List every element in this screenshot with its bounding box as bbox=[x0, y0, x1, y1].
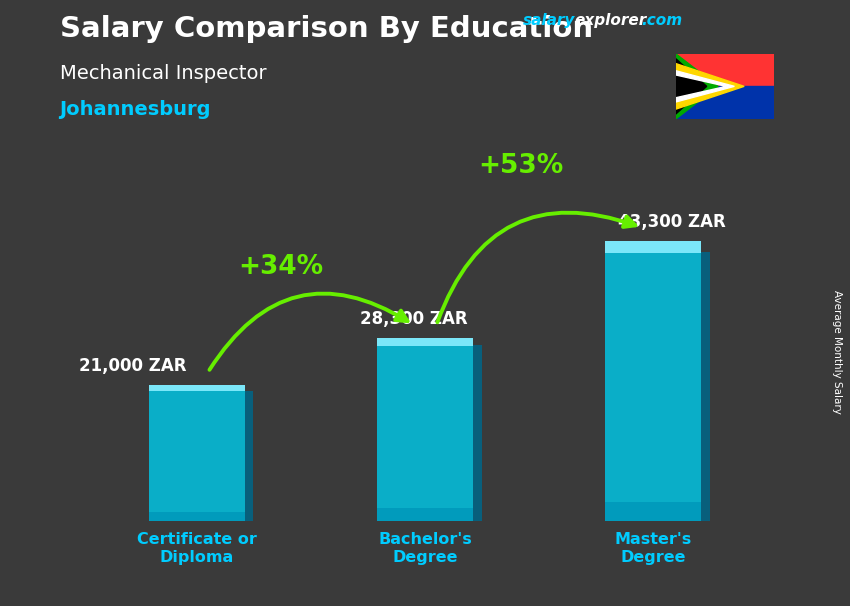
Text: Average Monthly Salary: Average Monthly Salary bbox=[832, 290, 842, 413]
Polygon shape bbox=[676, 64, 744, 109]
FancyBboxPatch shape bbox=[149, 385, 245, 521]
FancyBboxPatch shape bbox=[149, 385, 245, 391]
Polygon shape bbox=[676, 71, 734, 102]
FancyBboxPatch shape bbox=[605, 241, 701, 253]
Text: Johannesburg: Johannesburg bbox=[60, 100, 211, 119]
Bar bbox=[676, 54, 774, 87]
FancyBboxPatch shape bbox=[377, 338, 473, 521]
FancyBboxPatch shape bbox=[245, 390, 253, 521]
FancyBboxPatch shape bbox=[149, 511, 245, 521]
Text: +34%: +34% bbox=[239, 253, 324, 279]
FancyBboxPatch shape bbox=[377, 338, 473, 346]
FancyBboxPatch shape bbox=[605, 502, 701, 521]
Polygon shape bbox=[676, 59, 706, 114]
Text: .com: .com bbox=[641, 13, 682, 28]
FancyBboxPatch shape bbox=[377, 508, 473, 521]
FancyBboxPatch shape bbox=[701, 252, 710, 521]
Text: +53%: +53% bbox=[479, 153, 564, 179]
Text: explorer: explorer bbox=[575, 13, 647, 28]
Text: salary: salary bbox=[523, 13, 575, 28]
Text: 43,300 ZAR: 43,300 ZAR bbox=[618, 213, 726, 231]
FancyBboxPatch shape bbox=[473, 345, 482, 521]
Bar bbox=[676, 87, 774, 119]
Polygon shape bbox=[676, 54, 718, 119]
Text: 28,300 ZAR: 28,300 ZAR bbox=[360, 310, 468, 328]
Text: Mechanical Inspector: Mechanical Inspector bbox=[60, 64, 266, 82]
FancyBboxPatch shape bbox=[605, 241, 701, 521]
Text: Salary Comparison By Education: Salary Comparison By Education bbox=[60, 15, 592, 43]
Text: 21,000 ZAR: 21,000 ZAR bbox=[79, 358, 186, 375]
